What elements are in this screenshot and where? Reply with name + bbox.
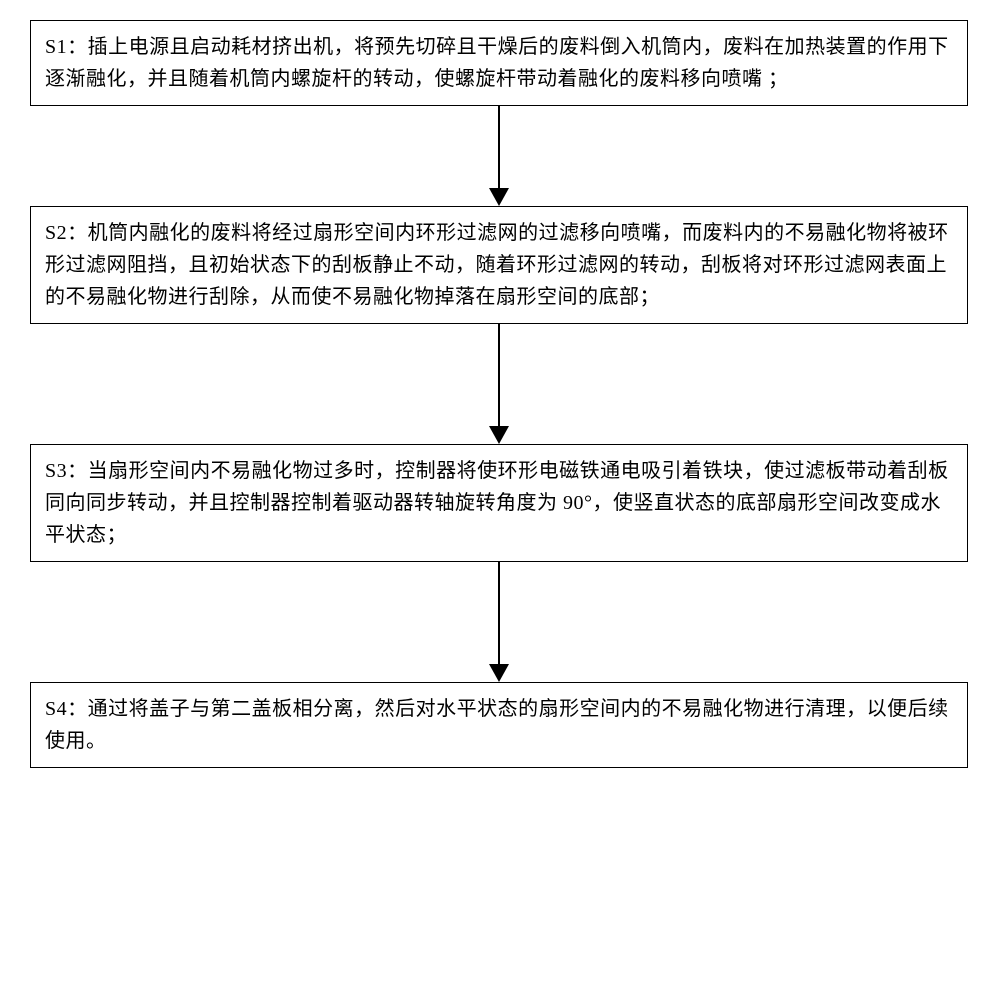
arrow-head-icon [489,664,509,682]
step-box-s2: S2：机筒内融化的废料将经过扇形空间内环形过滤网的过滤移向喷嘴，而废料内的不易融… [30,206,968,324]
arrow-line [498,562,500,665]
arrow-s2-s3 [489,324,509,444]
step-box-s4: S4：通过将盖子与第二盖板相分离，然后对水平状态的扇形空间内的不易融化物进行清理… [30,682,968,768]
step-text-s2: S2：机筒内融化的废料将经过扇形空间内环形过滤网的过滤移向喷嘴，而废料内的不易融… [45,217,953,313]
arrow-head-icon [489,426,509,444]
arrow-s1-s2 [489,106,509,206]
step-text-s4: S4：通过将盖子与第二盖板相分离，然后对水平状态的扇形空间内的不易融化物进行清理… [45,693,953,757]
arrow-head-icon [489,188,509,206]
flowchart-container: S1：插上电源且启动耗材挤出机，将预先切碎且干燥后的废料倒入机筒内，废料在加热装… [30,20,968,768]
arrow-s3-s4 [489,562,509,682]
step-box-s3: S3：当扇形空间内不易融化物过多时，控制器将使环形电磁铁通电吸引着铁块，使过滤板… [30,444,968,562]
step-text-s1: S1：插上电源且启动耗材挤出机，将预先切碎且干燥后的废料倒入机筒内，废料在加热装… [45,31,953,95]
step-box-s1: S1：插上电源且启动耗材挤出机，将预先切碎且干燥后的废料倒入机筒内，废料在加热装… [30,20,968,106]
step-text-s3: S3：当扇形空间内不易融化物过多时，控制器将使环形电磁铁通电吸引着铁块，使过滤板… [45,455,953,551]
arrow-line [498,106,500,189]
arrow-line [498,324,500,427]
